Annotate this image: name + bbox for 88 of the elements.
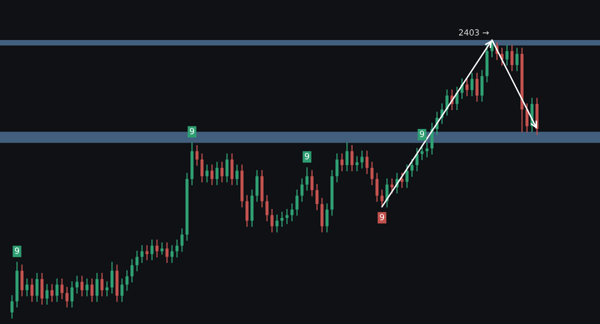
candlestick	[160, 242, 164, 255]
candlestick	[50, 284, 54, 302]
candlestick	[420, 145, 424, 160]
candlestick	[176, 240, 178, 258]
candlestick	[226, 153, 228, 182]
candlestick	[60, 278, 64, 300]
candlestick	[270, 209, 274, 232]
text: 9	[14, 248, 20, 254]
candlestick	[26, 278, 28, 296]
text: 9	[380, 214, 384, 220]
candlestick	[290, 203, 294, 222]
candlestick	[266, 195, 268, 222]
candlestick	[120, 278, 124, 302]
candlestick	[510, 45, 514, 72]
candlestick	[56, 278, 58, 302]
candlestick	[480, 70, 484, 102]
candlestick	[40, 272, 44, 305]
candlestick	[256, 170, 258, 202]
candlestick	[170, 245, 174, 263]
candlestick	[366, 150, 368, 174]
candlestick	[400, 172, 404, 188]
candlestick	[230, 153, 234, 186]
candlestick	[210, 164, 214, 186]
candlestick	[86, 278, 88, 296]
candlestick	[136, 250, 138, 272]
candlestick	[280, 212, 284, 227]
candlestick	[390, 178, 394, 194]
candlestick	[506, 45, 508, 66]
candlestick	[196, 145, 198, 166]
candlestick	[300, 178, 304, 202]
candlestick	[70, 281, 74, 308]
candlestick	[360, 150, 364, 168]
candlestick	[326, 203, 328, 232]
candlestick	[10, 295, 14, 319]
candlestick	[476, 72, 478, 102]
candlestick	[20, 264, 24, 296]
candlestick	[30, 278, 34, 302]
candlestick	[220, 162, 224, 182]
candlestick	[410, 158, 414, 177]
candlestick	[306, 167, 308, 191]
candlestick	[100, 272, 104, 296]
candlestick	[216, 162, 218, 186]
candlestick	[146, 245, 148, 260]
candlestick	[96, 272, 98, 302]
candlestick	[156, 240, 158, 258]
candlestick	[246, 195, 248, 227]
candlestick	[36, 272, 38, 302]
candlestick	[490, 39, 494, 58]
candlestick	[466, 78, 468, 96]
candlestick	[340, 153, 344, 172]
candlestick	[140, 245, 144, 263]
candlestick	[376, 172, 378, 202]
text: 9	[420, 130, 424, 138]
candlestick	[370, 162, 374, 186]
candlestick	[380, 190, 384, 208]
candlestick	[110, 262, 114, 294]
candlestick	[426, 142, 428, 158]
candlestick	[276, 214, 278, 232]
candlestick	[150, 240, 154, 260]
candlestick	[406, 164, 408, 188]
candlestick	[320, 198, 324, 232]
candlestick	[76, 276, 78, 294]
candlestick	[350, 145, 354, 172]
candlestick	[90, 278, 94, 302]
candlestick	[166, 242, 168, 263]
candlestick	[206, 164, 208, 182]
candlestick	[66, 286, 68, 308]
candlestick	[46, 284, 48, 305]
text: 9	[304, 153, 310, 160]
candlestick	[126, 270, 128, 291]
candlestick	[180, 228, 184, 252]
candlestick	[336, 153, 338, 182]
text: 2403 →	[458, 29, 489, 36]
candlestick	[316, 184, 318, 210]
candlestick	[470, 72, 474, 96]
candlestick	[286, 209, 288, 224]
candlestick	[516, 48, 518, 72]
candlestick	[310, 170, 314, 196]
candlestick	[236, 164, 238, 186]
candlestick	[106, 281, 108, 296]
text: 9	[190, 128, 194, 134]
candlestick	[200, 153, 204, 182]
candlestick	[526, 103, 528, 132]
candlestick	[356, 156, 358, 172]
candlestick	[80, 276, 84, 296]
candlestick	[346, 142, 348, 172]
candlestick	[296, 190, 298, 216]
candlestick	[130, 259, 134, 282]
